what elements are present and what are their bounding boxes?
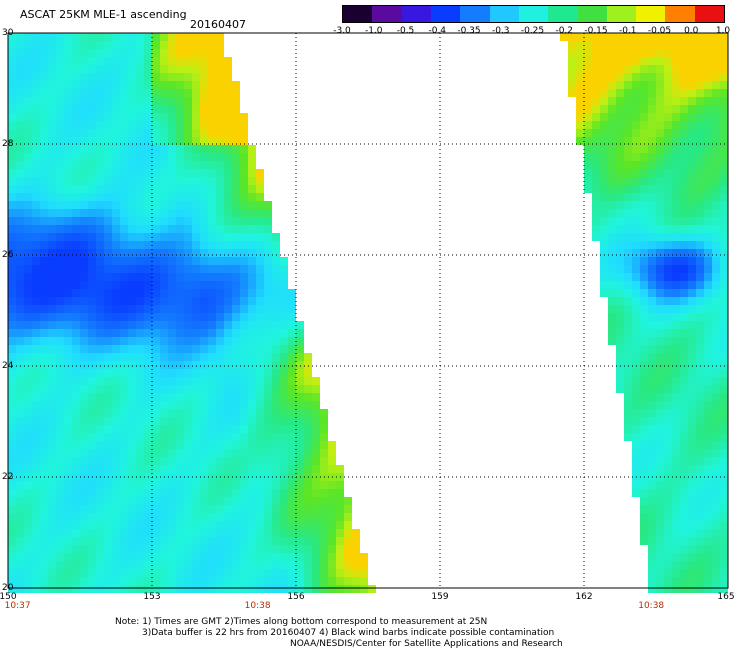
colorbar-tick-label: -0.4 [428, 26, 447, 36]
latitude-label: 30 [2, 28, 14, 38]
longitude-label: 156 [287, 592, 305, 602]
swath-left [8, 33, 376, 593]
colorbar-tick-label: 0.0 [684, 26, 699, 36]
colorbar-tick-label: -0.35 [457, 26, 481, 36]
longitude-label: 165 [717, 592, 735, 602]
colorbar-segment [636, 6, 666, 22]
longitude-label: 153 [143, 592, 161, 602]
colorbar-tick-label: -0.25 [520, 26, 545, 36]
latitude-label: 24 [2, 361, 14, 371]
colorbar-segment [430, 6, 461, 22]
longitude-label: 162 [575, 592, 593, 602]
colorbar-tick-label: -0.2 [555, 26, 574, 36]
map-date: 20160407 [190, 18, 246, 31]
latitude-label: 22 [2, 472, 14, 482]
colorbar-segment [343, 6, 373, 22]
colorbar-segment [577, 6, 607, 22]
colorbar-tick-label: -0.5 [396, 26, 415, 36]
colorbar-tick-label: -0.1 [618, 26, 637, 36]
map-frame [7, 32, 729, 589]
note-line-2: 3)Data buffer is 22 hrs from 20160407 4)… [142, 628, 555, 638]
colorbar-tick-label: -0.05 [647, 26, 672, 36]
colorbar-segment [489, 6, 519, 22]
time-label: 10:37 [4, 601, 31, 611]
latitude-label: 20 [2, 583, 14, 593]
note-line-1: Note: 1) Times are GMT 2)Times along bot… [115, 617, 488, 627]
colorbar-tick-label: -1.0 [364, 26, 383, 36]
longitude-label: 150 [0, 592, 17, 602]
time-label: 10:38 [638, 601, 665, 611]
swath-right [560, 33, 728, 593]
latitude-label: 26 [2, 250, 14, 260]
colorbar-segment [694, 6, 725, 22]
note-line-3: NOAA/NESDIS/Center for Satellite Applica… [290, 639, 563, 649]
time-label: 10:38 [244, 601, 271, 611]
colorbar-segment [401, 6, 431, 22]
colorbar-segment [518, 6, 549, 22]
colorbar-segment [606, 6, 637, 22]
colorbar-tick-label: -0.3 [491, 26, 510, 36]
colorbar-segment [665, 6, 695, 22]
latitude-label: 28 [2, 139, 14, 149]
colorbar-segment [460, 6, 490, 22]
colorbar-segment [548, 6, 578, 22]
map-title: ASCAT 25KM MLE-1 ascending [20, 8, 187, 21]
colorbar-tick-label: -0.15 [584, 26, 608, 36]
colorbar [342, 5, 725, 23]
longitude-label: 159 [431, 592, 449, 602]
colorbar-tick-label: 1.0 [715, 26, 731, 36]
colorbar-segment [372, 6, 402, 22]
colorbar-tick-label: -3.0 [333, 26, 351, 36]
